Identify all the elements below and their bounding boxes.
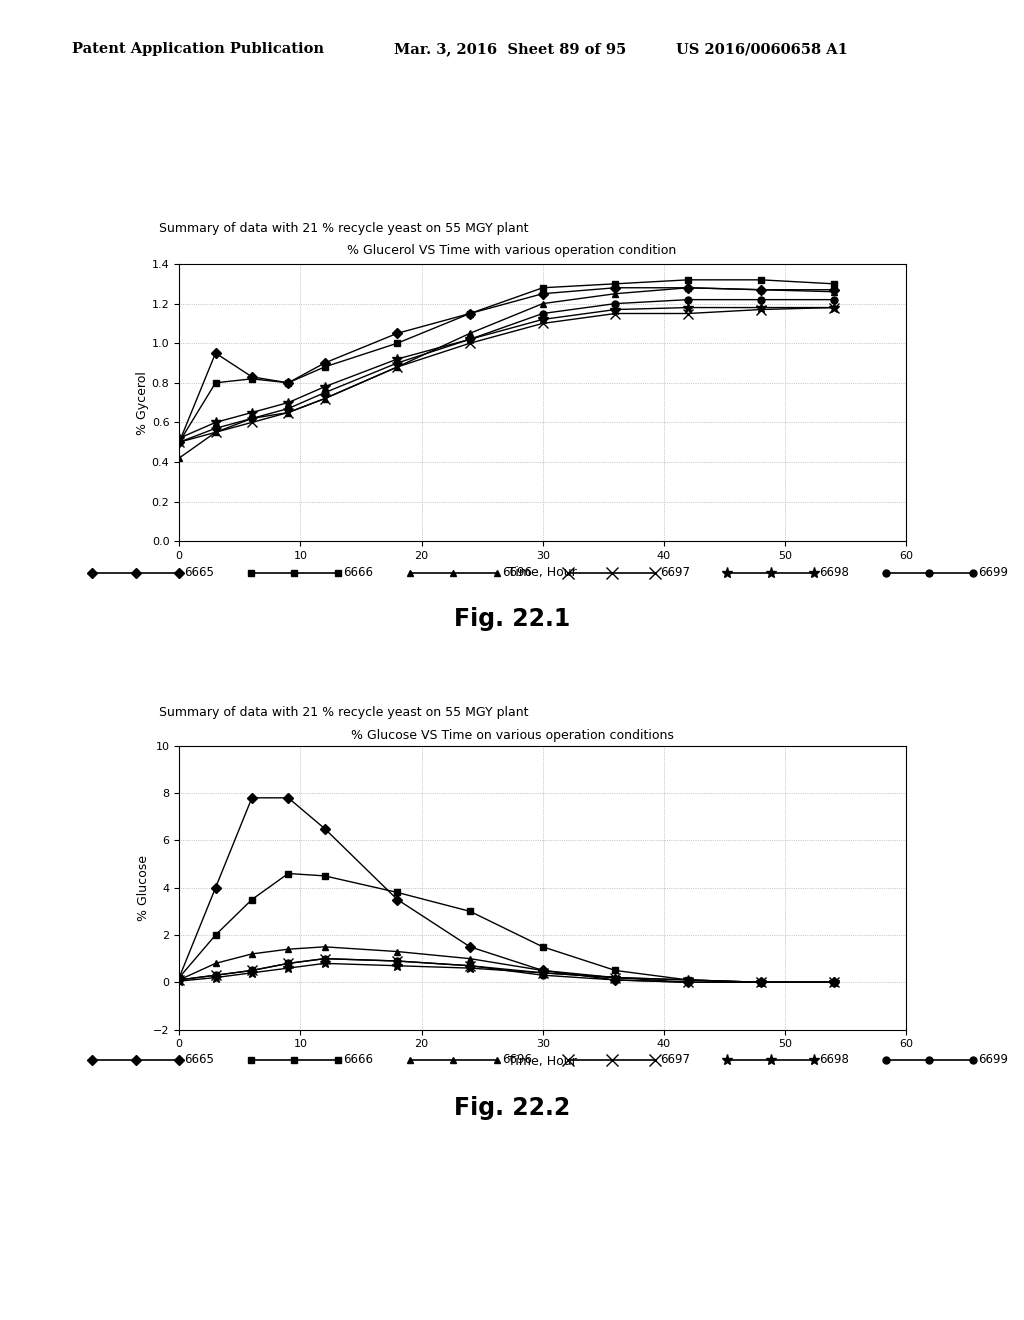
Text: 6666: 6666 — [343, 1053, 373, 1067]
Text: Patent Application Publication: Patent Application Publication — [72, 42, 324, 57]
Text: 6698: 6698 — [819, 1053, 849, 1067]
Text: Fig. 22.2: Fig. 22.2 — [454, 1096, 570, 1119]
Text: 6697: 6697 — [660, 566, 690, 579]
X-axis label: Time, Hour: Time, Hour — [508, 1055, 578, 1068]
Text: 6699: 6699 — [978, 566, 1008, 579]
Text: Fig. 22.1: Fig. 22.1 — [454, 607, 570, 631]
Text: 6665: 6665 — [184, 1053, 214, 1067]
Text: % Glucerol VS Time with various operation condition: % Glucerol VS Time with various operatio… — [347, 244, 677, 257]
Text: Mar. 3, 2016  Sheet 89 of 95: Mar. 3, 2016 Sheet 89 of 95 — [394, 42, 627, 57]
X-axis label: Time, Hour: Time, Hour — [508, 566, 578, 579]
Text: 6698: 6698 — [819, 566, 849, 579]
Text: 6699: 6699 — [978, 1053, 1008, 1067]
Text: Summary of data with 21 % recycle yeast on 55 MGY plant: Summary of data with 21 % recycle yeast … — [159, 222, 528, 235]
Text: Summary of data with 21 % recycle yeast on 55 MGY plant: Summary of data with 21 % recycle yeast … — [159, 706, 528, 719]
Text: 6696: 6696 — [502, 1053, 531, 1067]
Y-axis label: % Gycerol: % Gycerol — [136, 371, 148, 434]
Text: US 2016/0060658 A1: US 2016/0060658 A1 — [676, 42, 848, 57]
Text: 6696: 6696 — [502, 566, 531, 579]
Text: 6697: 6697 — [660, 1053, 690, 1067]
Text: 6665: 6665 — [184, 566, 214, 579]
Y-axis label: % Glucose: % Glucose — [137, 855, 151, 921]
Text: 6666: 6666 — [343, 566, 373, 579]
Text: % Glucose VS Time on various operation conditions: % Glucose VS Time on various operation c… — [350, 729, 674, 742]
